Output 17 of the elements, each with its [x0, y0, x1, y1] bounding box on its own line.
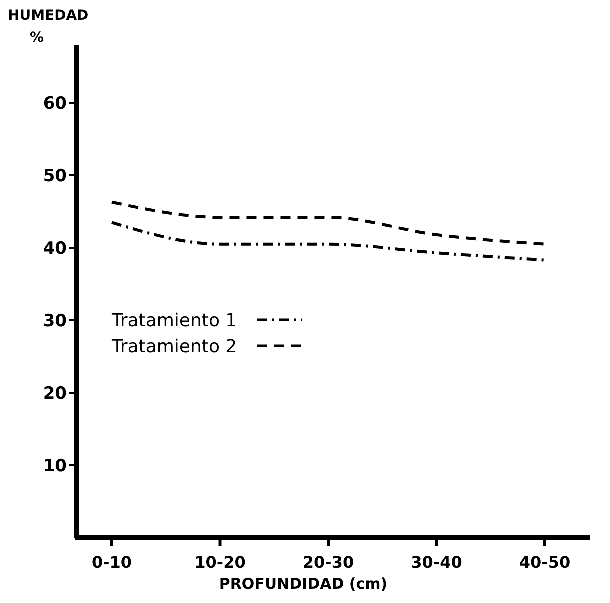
x-axis-title: PROFUNDIDAD (cm) [219, 575, 388, 593]
y-axis-title: HUMEDAD % [8, 8, 89, 46]
x-tick-label: 20-30 [302, 553, 354, 572]
y-tick-label: 30 [43, 311, 68, 332]
x-tick-label: 10-20 [194, 553, 246, 572]
y-tick-label: 20 [43, 384, 68, 404]
y-tick-label: 10 [43, 456, 68, 476]
x-tick-label: 40-50 [519, 553, 571, 572]
y-tick-label: 50 [43, 166, 68, 186]
legend-label: Tratamiento 1 [111, 310, 238, 332]
y-tick-label: 60 [43, 94, 68, 114]
legend-label: Tratamiento 2 [111, 336, 238, 358]
y-tick-label: 40 [43, 238, 68, 259]
line-series [110, 221, 546, 262]
x-tick-label: 0-10 [92, 553, 132, 572]
x-tick-label: 30-40 [411, 553, 462, 572]
line-series [110, 200, 546, 246]
